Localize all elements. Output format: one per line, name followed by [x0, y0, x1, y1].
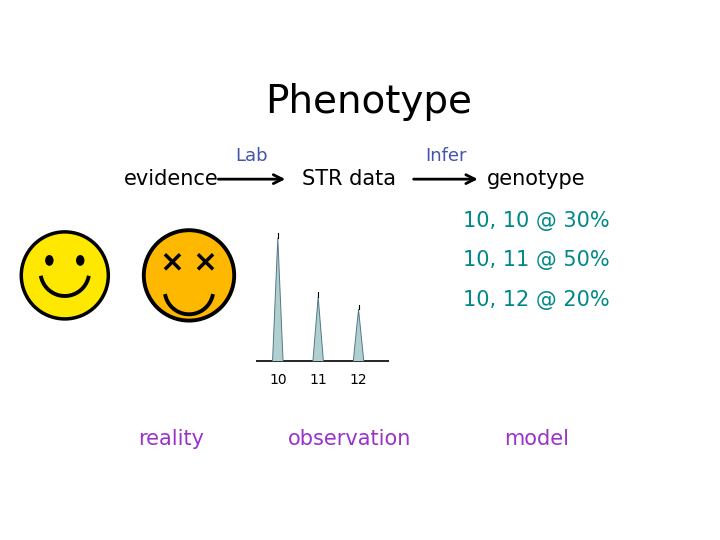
Text: genotype: genotype [487, 169, 585, 189]
Text: 10, 11 @ 50%: 10, 11 @ 50% [463, 250, 610, 270]
Text: 11: 11 [310, 373, 327, 387]
Circle shape [22, 232, 108, 319]
Polygon shape [273, 238, 283, 361]
Text: Phenotype: Phenotype [266, 83, 472, 121]
Text: 10, 12 @ 20%: 10, 12 @ 20% [463, 290, 610, 310]
Text: reality: reality [138, 429, 204, 449]
Text: 12: 12 [350, 373, 367, 387]
Text: STR data: STR data [302, 169, 397, 189]
Text: Infer: Infer [425, 147, 467, 165]
Text: Lab: Lab [235, 147, 268, 165]
Text: model: model [504, 429, 569, 449]
Ellipse shape [77, 256, 84, 265]
Text: observation: observation [288, 429, 411, 449]
Text: 10, 10 @ 30%: 10, 10 @ 30% [463, 211, 610, 231]
Polygon shape [354, 309, 364, 361]
Circle shape [144, 230, 234, 321]
Polygon shape [313, 297, 323, 361]
Text: evidence: evidence [124, 169, 218, 189]
Text: +: + [178, 253, 201, 280]
Text: 10: 10 [269, 373, 287, 387]
Ellipse shape [46, 256, 53, 265]
